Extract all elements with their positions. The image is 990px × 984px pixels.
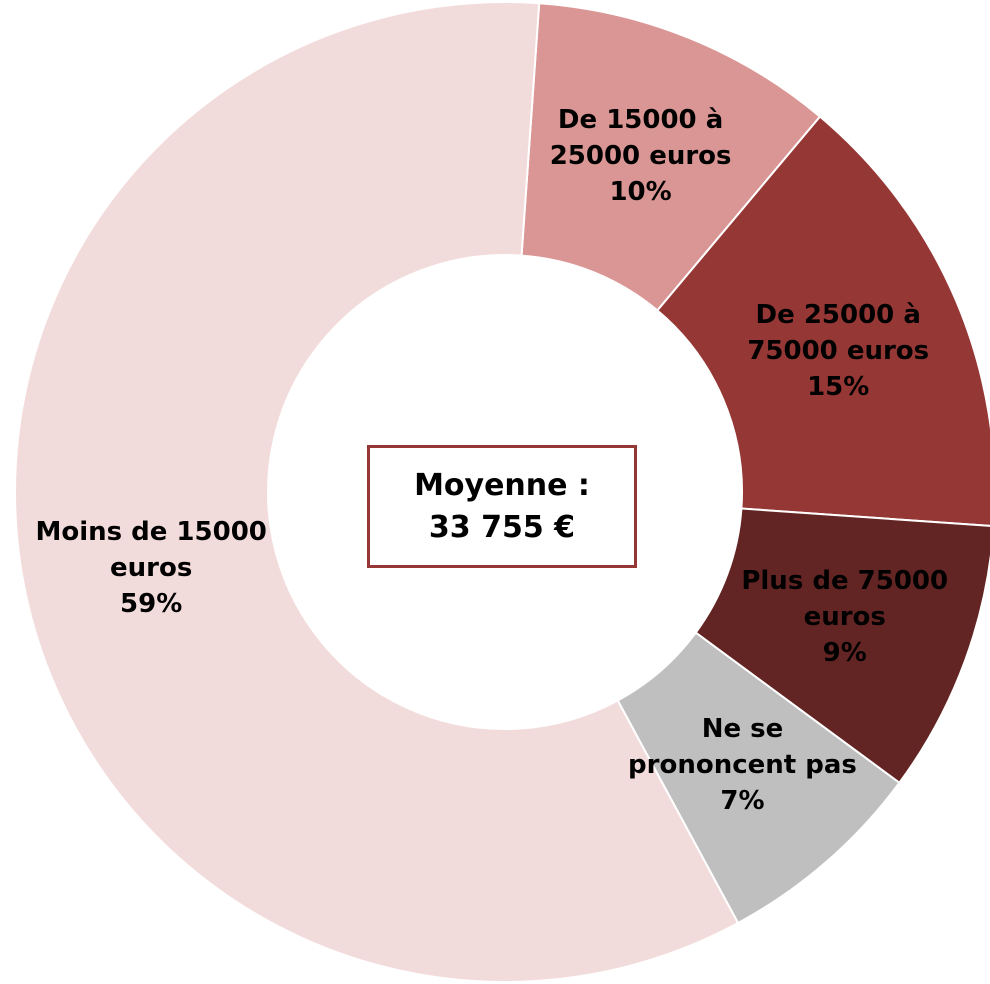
category-label: Plus de 75000 euros xyxy=(741,565,949,632)
category-label: De 15000 à 25000 euros xyxy=(549,105,732,172)
average-box: Moyenne : 33 755 € xyxy=(367,445,637,568)
donut-segment xyxy=(694,507,990,785)
segment-label: De 25000 à 75000 euros 15% xyxy=(718,297,958,405)
annotation: 33 755 € xyxy=(428,509,576,545)
segment-label: Plus de 75000 euros 9% xyxy=(725,563,965,671)
category-label: Moins de 15000 euros xyxy=(35,517,267,584)
value-label: 15% xyxy=(807,371,870,402)
category-label: De 25000 à 75000 euros xyxy=(747,299,930,366)
segment-label: Moins de 15000 euros 59% xyxy=(31,514,271,622)
segment-label: De 15000 à 25000 euros 10% xyxy=(521,102,761,210)
annotation: Moyenne : xyxy=(414,467,590,503)
category-label: Ne se prononcent pas xyxy=(628,714,857,781)
donut-segment xyxy=(655,115,990,527)
donut-segment xyxy=(14,1,740,983)
value-label: 9% xyxy=(822,637,867,668)
segment-label: Ne se prononcent pas 7% xyxy=(622,711,862,819)
value-label: 10% xyxy=(609,177,672,208)
donut-segment xyxy=(520,2,822,312)
value-label: 59% xyxy=(120,589,183,620)
value-label: 7% xyxy=(720,786,765,817)
